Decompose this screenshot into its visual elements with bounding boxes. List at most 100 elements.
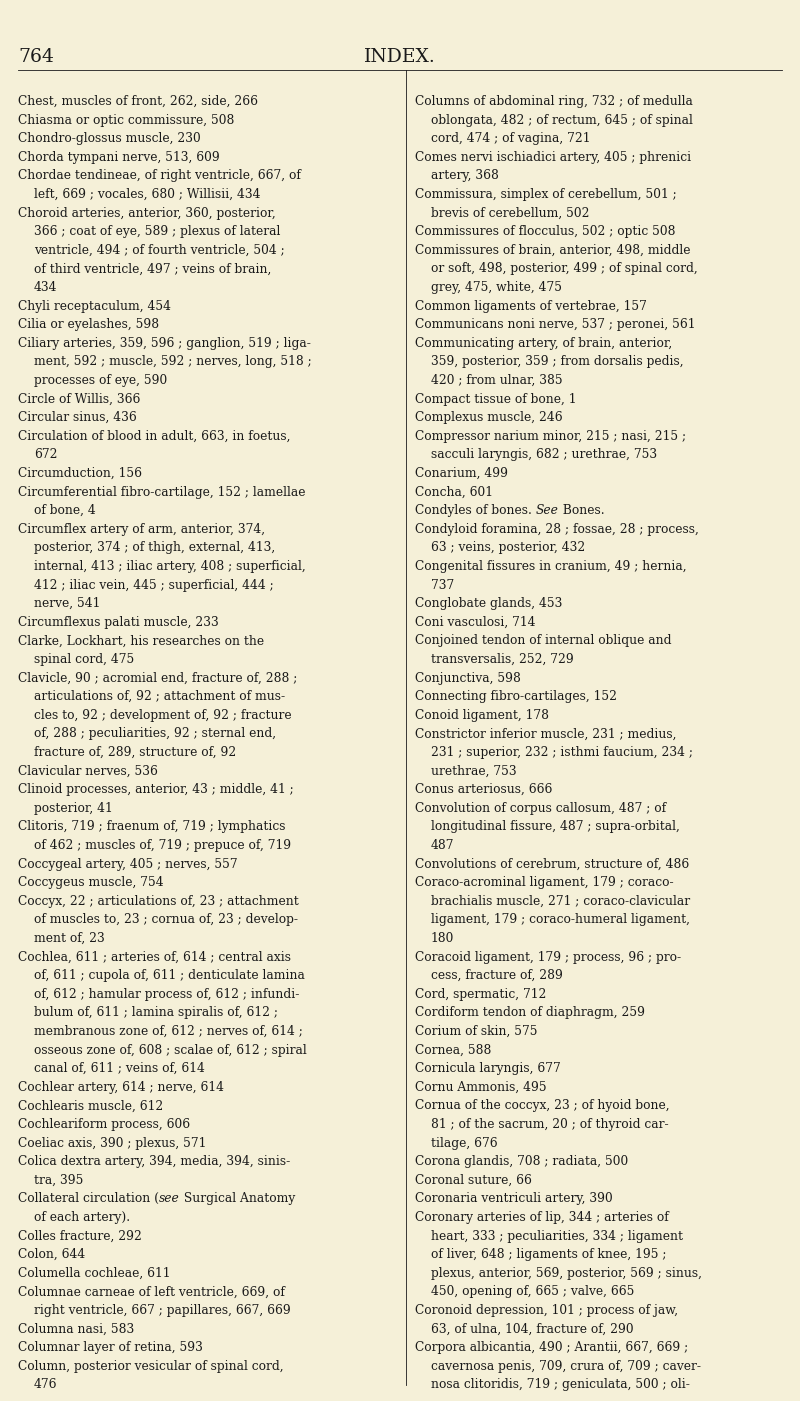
Text: artery, 368: artery, 368 [431,170,499,182]
Text: Cochlea, 611 ; arteries of, 614 ; central axis: Cochlea, 611 ; arteries of, 614 ; centra… [18,951,291,964]
Text: left, 669 ; vocales, 680 ; Willisii, 434: left, 669 ; vocales, 680 ; Willisii, 434 [34,188,261,200]
Text: brachialis muscle, 271 ; coraco-clavicular: brachialis muscle, 271 ; coraco-clavicul… [431,895,690,908]
Text: Clinoid processes, anterior, 43 ; middle, 41 ;: Clinoid processes, anterior, 43 ; middle… [18,783,294,796]
Text: nosa clitoridis, 719 ; geniculata, 500 ; oli-: nosa clitoridis, 719 ; geniculata, 500 ;… [431,1379,690,1391]
Text: 81 ; of the sacrum, 20 ; of thyroid car-: 81 ; of the sacrum, 20 ; of thyroid car- [431,1118,669,1131]
Text: Ciliary arteries, 359, 596 ; ganglion, 519 ; liga-: Ciliary arteries, 359, 596 ; ganglion, 5… [18,336,311,350]
Text: of each artery).: of each artery). [34,1210,130,1224]
Text: of 462 ; muscles of, 719 ; prepuce of, 719: of 462 ; muscles of, 719 ; prepuce of, 7… [34,839,291,852]
Text: Corona glandis, 708 ; radiata, 500: Corona glandis, 708 ; radiata, 500 [415,1156,628,1168]
Text: Clitoris, 719 ; fraenum of, 719 ; lymphatics: Clitoris, 719 ; fraenum of, 719 ; lympha… [18,821,286,834]
Text: 672: 672 [34,448,58,461]
Text: 420 ; from ulnar, 385: 420 ; from ulnar, 385 [431,374,562,387]
Text: Coccygeus muscle, 754: Coccygeus muscle, 754 [18,876,164,890]
Text: Coronoid depression, 101 ; process of jaw,: Coronoid depression, 101 ; process of ja… [415,1304,678,1317]
Text: processes of eye, 590: processes of eye, 590 [34,374,167,387]
Text: longitudinal fissure, 487 ; supra-orbital,: longitudinal fissure, 487 ; supra-orbita… [431,821,680,834]
Text: Bones.: Bones. [558,504,604,517]
Text: Condyles of bones.: Condyles of bones. [415,504,536,517]
Text: Clavicle, 90 ; acromial end, fracture of, 288 ;: Clavicle, 90 ; acromial end, fracture of… [18,671,298,685]
Text: Coronaria ventriculi artery, 390: Coronaria ventriculi artery, 390 [415,1192,613,1205]
Text: tilage, 676: tilage, 676 [431,1136,498,1150]
Text: 764: 764 [18,48,54,66]
Text: Collateral circulation (: Collateral circulation ( [18,1192,159,1205]
Text: Comes nervi ischiadici artery, 405 ; phrenici: Comes nervi ischiadici artery, 405 ; phr… [415,151,691,164]
Text: Cochlear artery, 614 ; nerve, 614: Cochlear artery, 614 ; nerve, 614 [18,1080,224,1094]
Text: cord, 474 ; of vagina, 721: cord, 474 ; of vagina, 721 [431,132,590,146]
Text: See: See [536,504,558,517]
Text: Columns of abdominal ring, 732 ; of medulla: Columns of abdominal ring, 732 ; of medu… [415,95,693,108]
Text: brevis of cerebellum, 502: brevis of cerebellum, 502 [431,206,590,220]
Text: Cornicula laryngis, 677: Cornicula laryngis, 677 [415,1062,561,1075]
Text: right ventricle, 667 ; papillares, 667, 669: right ventricle, 667 ; papillares, 667, … [34,1304,290,1317]
Text: Coronary arteries of lip, 344 ; arteries of: Coronary arteries of lip, 344 ; arteries… [415,1210,669,1224]
Text: Circumflexus palati muscle, 233: Circumflexus palati muscle, 233 [18,616,218,629]
Text: urethrae, 753: urethrae, 753 [431,765,517,778]
Text: Cordiform tendon of diaphragm, 259: Cordiform tendon of diaphragm, 259 [415,1006,645,1020]
Text: Coronal suture, 66: Coronal suture, 66 [415,1174,532,1187]
Text: articulations of, 92 ; attachment of mus-: articulations of, 92 ; attachment of mus… [34,691,285,703]
Text: ventricle, 494 ; of fourth ventricle, 504 ;: ventricle, 494 ; of fourth ventricle, 50… [34,244,285,256]
Text: Chiasma or optic commissure, 508: Chiasma or optic commissure, 508 [18,113,234,126]
Text: Clavicular nerves, 536: Clavicular nerves, 536 [18,765,158,778]
Text: transversalis, 252, 729: transversalis, 252, 729 [431,653,574,665]
Text: Cord, spermatic, 712: Cord, spermatic, 712 [415,988,546,1000]
Text: Connecting fibro-cartilages, 152: Connecting fibro-cartilages, 152 [415,691,617,703]
Text: INDEX.: INDEX. [364,48,436,66]
Text: Cilia or eyelashes, 598: Cilia or eyelashes, 598 [18,318,159,331]
Text: Cochlearis muscle, 612: Cochlearis muscle, 612 [18,1100,163,1112]
Text: Common ligaments of vertebrae, 157: Common ligaments of vertebrae, 157 [415,300,647,312]
Text: tra, 395: tra, 395 [34,1174,83,1187]
Text: Circumflex artery of arm, anterior, 374,: Circumflex artery of arm, anterior, 374, [18,523,265,535]
Text: Columna nasi, 583: Columna nasi, 583 [18,1323,134,1335]
Text: Colica dextra artery, 394, media, 394, sinis-: Colica dextra artery, 394, media, 394, s… [18,1156,290,1168]
Text: 63, of ulna, 104, fracture of, 290: 63, of ulna, 104, fracture of, 290 [431,1323,634,1335]
Text: Cornea, 588: Cornea, 588 [415,1044,491,1056]
Text: Conoid ligament, 178: Conoid ligament, 178 [415,709,549,722]
Text: Choroid arteries, anterior, 360, posterior,: Choroid arteries, anterior, 360, posteri… [18,206,276,220]
Text: Convolution of corpus callosum, 487 ; of: Convolution of corpus callosum, 487 ; of [415,801,666,815]
Text: Coraco-acrominal ligament, 179 ; coraco-: Coraco-acrominal ligament, 179 ; coraco- [415,876,674,890]
Text: Cochleariform process, 606: Cochleariform process, 606 [18,1118,190,1131]
Text: Columella cochleae, 611: Columella cochleae, 611 [18,1267,170,1279]
Text: Coeliac axis, 390 ; plexus, 571: Coeliac axis, 390 ; plexus, 571 [18,1136,206,1150]
Text: ment, 592 ; muscle, 592 ; nerves, long, 518 ;: ment, 592 ; muscle, 592 ; nerves, long, … [34,356,312,368]
Text: Cornu Ammonis, 495: Cornu Ammonis, 495 [415,1080,546,1094]
Text: Circular sinus, 436: Circular sinus, 436 [18,412,137,425]
Text: Circle of Willis, 366: Circle of Willis, 366 [18,392,140,406]
Text: fracture of, 289, structure of, 92: fracture of, 289, structure of, 92 [34,745,236,759]
Text: cles to, 92 ; development of, 92 ; fracture: cles to, 92 ; development of, 92 ; fract… [34,709,292,722]
Text: 476: 476 [34,1379,58,1391]
Text: of, 612 ; hamular process of, 612 ; infundi-: of, 612 ; hamular process of, 612 ; infu… [34,988,299,1000]
Text: osseous zone of, 608 ; scalae of, 612 ; spiral: osseous zone of, 608 ; scalae of, 612 ; … [34,1044,306,1056]
Text: membranous zone of, 612 ; nerves of, 614 ;: membranous zone of, 612 ; nerves of, 614… [34,1026,303,1038]
Text: Compact tissue of bone, 1: Compact tissue of bone, 1 [415,392,577,406]
Text: Conjoined tendon of internal oblique and: Conjoined tendon of internal oblique and [415,635,671,647]
Text: Conarium, 499: Conarium, 499 [415,467,508,481]
Text: of bone, 4: of bone, 4 [34,504,96,517]
Text: Circulation of blood in adult, 663, in foetus,: Circulation of blood in adult, 663, in f… [18,430,290,443]
Text: or soft, 498, posterior, 499 ; of spinal cord,: or soft, 498, posterior, 499 ; of spinal… [431,262,698,276]
Text: Colles fracture, 292: Colles fracture, 292 [18,1230,142,1243]
Text: of, 288 ; peculiarities, 92 ; sternal end,: of, 288 ; peculiarities, 92 ; sternal en… [34,727,276,740]
Text: Coracoid ligament, 179 ; process, 96 ; pro-: Coracoid ligament, 179 ; process, 96 ; p… [415,951,681,964]
Text: Colon, 644: Colon, 644 [18,1248,86,1261]
Text: of liver, 648 ; ligaments of knee, 195 ;: of liver, 648 ; ligaments of knee, 195 ; [431,1248,666,1261]
Text: Compressor narium minor, 215 ; nasi, 215 ;: Compressor narium minor, 215 ; nasi, 215… [415,430,686,443]
Text: Coccyx, 22 ; articulations of, 23 ; attachment: Coccyx, 22 ; articulations of, 23 ; atta… [18,895,298,908]
Text: Column, posterior vesicular of spinal cord,: Column, posterior vesicular of spinal co… [18,1360,284,1373]
Text: bulum of, 611 ; lamina spiralis of, 612 ;: bulum of, 611 ; lamina spiralis of, 612 … [34,1006,278,1020]
Text: 366 ; coat of eye, 589 ; plexus of lateral: 366 ; coat of eye, 589 ; plexus of later… [34,226,280,238]
Text: cavernosa penis, 709, crura of, 709 ; caver-: cavernosa penis, 709, crura of, 709 ; ca… [431,1360,701,1373]
Text: 231 ; superior, 232 ; isthmi faucium, 234 ;: 231 ; superior, 232 ; isthmi faucium, 23… [431,745,693,759]
Text: Commissura, simplex of cerebellum, 501 ;: Commissura, simplex of cerebellum, 501 ; [415,188,677,200]
Text: Commissures of flocculus, 502 ; optic 508: Commissures of flocculus, 502 ; optic 50… [415,226,675,238]
Text: see: see [159,1192,180,1205]
Text: Clarke, Lockhart, his researches on the: Clarke, Lockhart, his researches on the [18,635,264,647]
Text: of, 611 ; cupola of, 611 ; denticulate lamina: of, 611 ; cupola of, 611 ; denticulate l… [34,969,305,982]
Text: Cornua of the coccyx, 23 ; of hyoid bone,: Cornua of the coccyx, 23 ; of hyoid bone… [415,1100,670,1112]
Text: of muscles to, 23 ; cornua of, 23 ; develop-: of muscles to, 23 ; cornua of, 23 ; deve… [34,913,298,926]
Text: Congenital fissures in cranium, 49 ; hernia,: Congenital fissures in cranium, 49 ; her… [415,560,686,573]
Text: spinal cord, 475: spinal cord, 475 [34,653,134,665]
Text: Commissures of brain, anterior, 498, middle: Commissures of brain, anterior, 498, mid… [415,244,690,256]
